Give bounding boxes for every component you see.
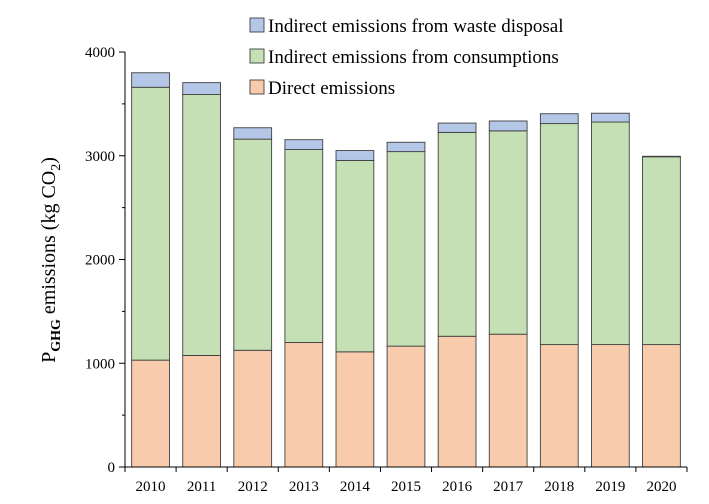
y-axis-label: PGHG emissions (kg CO2) — [38, 157, 64, 363]
y-axis-label-sub2: 2 — [49, 164, 64, 171]
x-tick-label-2019: 2019 — [595, 479, 625, 495]
legend-swatch-1 — [249, 48, 265, 64]
legend-swatch-0 — [249, 17, 265, 33]
bar-2011-series-0 — [182, 355, 221, 468]
bar-2014-series-2 — [335, 150, 375, 161]
legend-label-0: Indirect emissions from waste disposal — [268, 16, 564, 37]
bar-2016-series-1 — [437, 131, 477, 337]
y-axis-label-end: ) — [38, 157, 60, 164]
bar-2015-series-1 — [386, 151, 426, 347]
bar-2017-series-0 — [488, 333, 528, 468]
y-axis-label-main: P — [38, 352, 60, 363]
y-tick-label-4000: 4000 — [85, 45, 115, 61]
bar-2013-series-1 — [284, 149, 324, 343]
bar-2019-series-0 — [591, 344, 630, 468]
bar-2017-series-1 — [488, 130, 528, 335]
bar-2016-series-2 — [437, 122, 477, 133]
y-tick-label-2000: 2000 — [85, 253, 115, 269]
bar-2012-series-2 — [233, 127, 273, 140]
x-tick-label-2017: 2017 — [493, 479, 524, 495]
axes-group: 0 1000 2000 3000 4000 2010 2011 2012 2013 2014 201… — [85, 45, 688, 495]
legend-label-2: Direct emissions — [268, 78, 395, 99]
bar-2011-series-1 — [182, 94, 221, 356]
bar-2015-series-2 — [386, 141, 426, 153]
y-tick-label-3000: 3000 — [85, 149, 115, 165]
bar-2013-series-2 — [284, 139, 324, 150]
legend-label-1: Indirect emissions from consumptions — [268, 47, 559, 68]
x-tick-label-2012: 2012 — [238, 479, 268, 495]
bar-2014-series-0 — [335, 351, 375, 468]
bar-2016-series-0 — [437, 335, 477, 468]
x-tick-label-2016: 2016 — [442, 479, 473, 495]
bar-2019-series-2 — [591, 112, 630, 123]
bar-2010-series-0 — [131, 359, 170, 468]
y-axis-label-subscript: GHG — [49, 319, 64, 352]
bar-2018-series-2 — [539, 113, 579, 125]
bar-2018-series-1 — [539, 123, 579, 346]
x-tick-label-2013: 2013 — [289, 479, 319, 495]
bar-2011-series-2 — [182, 82, 221, 95]
bar-2017-series-2 — [488, 120, 528, 132]
bar-2019-series-1 — [591, 121, 630, 346]
bar-2015-series-0 — [386, 345, 426, 468]
x-tick-label-2018: 2018 — [544, 479, 574, 495]
y-tick-label-0: 0 — [108, 460, 116, 476]
bar-2018-series-0 — [539, 344, 579, 468]
x-tick-label-2011: 2011 — [187, 479, 216, 495]
y-tick-label-1000: 1000 — [85, 356, 115, 372]
legend: Indirect emissions from waste disposal In… — [249, 16, 564, 99]
bar-2013-series-0 — [284, 342, 324, 468]
x-tick-label-2010: 2010 — [136, 479, 166, 495]
bar-2020-series-1 — [642, 156, 681, 346]
bar-2012-series-0 — [233, 349, 273, 468]
legend-swatch-2 — [249, 79, 265, 95]
bar-2014-series-1 — [335, 159, 375, 353]
x-tick-label-2014: 2014 — [340, 479, 371, 495]
bars-group — [131, 72, 681, 468]
bar-2020-series-0 — [642, 344, 681, 468]
x-tick-label-2015: 2015 — [391, 479, 421, 495]
bar-2012-series-1 — [233, 138, 273, 351]
bar-2020-series-2 — [642, 155, 681, 158]
y-axis-label-mid: emissions (kg CO — [38, 171, 60, 319]
x-tick-label-2020: 2020 — [646, 479, 676, 495]
bar-2010-series-1 — [131, 86, 170, 361]
bar-2010-series-2 — [131, 72, 170, 88]
